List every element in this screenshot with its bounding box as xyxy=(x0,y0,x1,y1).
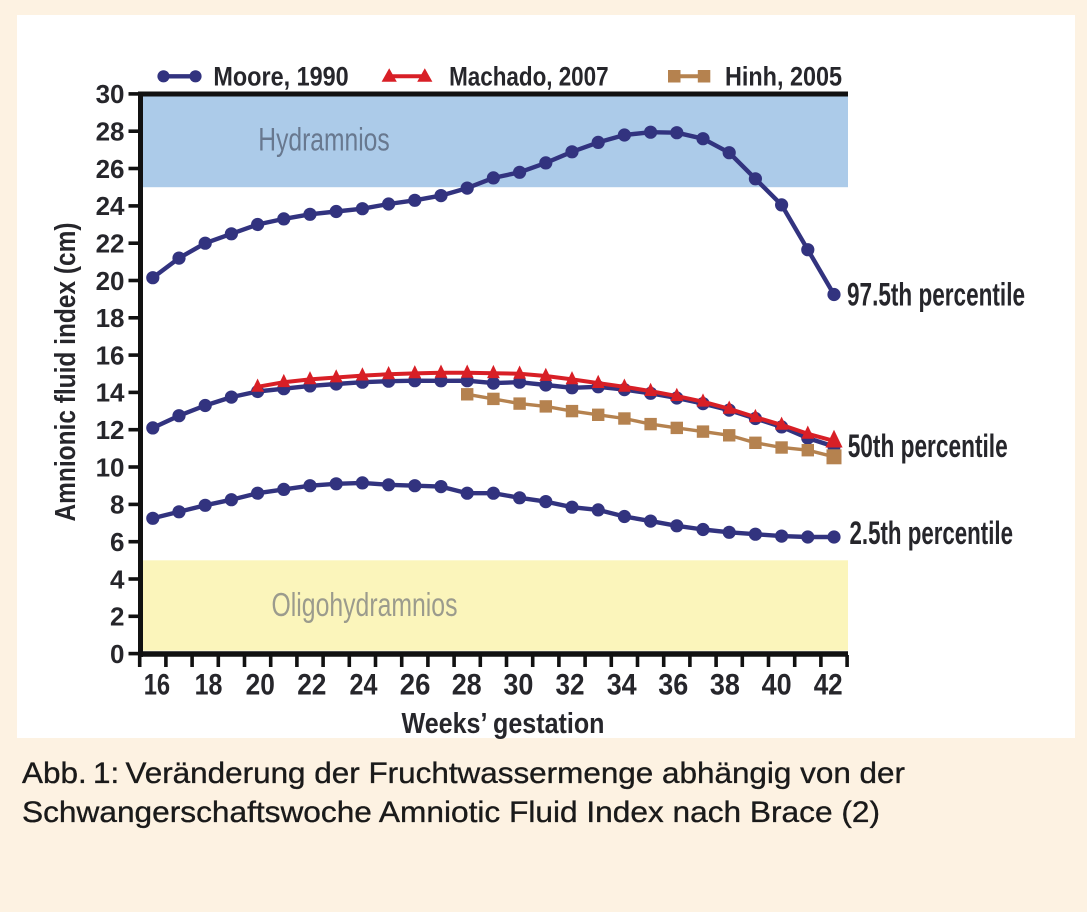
svg-text:12: 12 xyxy=(96,415,125,445)
svg-text:26: 26 xyxy=(96,154,125,184)
svg-text:42: 42 xyxy=(814,669,843,702)
svg-text:Weeks’ gestation: Weeks’ gestation xyxy=(402,708,605,740)
svg-text:4: 4 xyxy=(110,564,125,594)
svg-text:28: 28 xyxy=(96,117,125,147)
svg-text:22: 22 xyxy=(96,228,125,258)
svg-text:Oligohydramnios: Oligohydramnios xyxy=(272,586,458,623)
svg-text:36: 36 xyxy=(658,669,688,702)
svg-text:22: 22 xyxy=(297,669,326,702)
svg-text:18: 18 xyxy=(96,303,125,333)
svg-text:40: 40 xyxy=(762,669,792,702)
svg-text:26: 26 xyxy=(400,669,431,702)
svg-text:Machado, 2007: Machado, 2007 xyxy=(449,62,608,92)
svg-text:30: 30 xyxy=(96,79,125,109)
svg-text:Hydramnios: Hydramnios xyxy=(258,122,389,158)
svg-text:2: 2 xyxy=(110,602,124,632)
svg-text:97.5th percentile: 97.5th percentile xyxy=(847,276,1025,312)
svg-text:8: 8 xyxy=(110,490,124,520)
svg-text:10: 10 xyxy=(96,452,125,482)
svg-text:Amnionic fluid index (cm): Amnionic fluid index (cm) xyxy=(50,223,82,522)
svg-text:Hinh, 2005: Hinh, 2005 xyxy=(725,62,842,92)
svg-text:Abb. 1: Veränderung der Frucht: Abb. 1: Veränderung der Fruchtwassermeng… xyxy=(22,757,905,790)
svg-text:2.5th percentile: 2.5th percentile xyxy=(850,515,1014,551)
svg-text:20: 20 xyxy=(246,669,275,702)
svg-text:Moore, 1990: Moore, 1990 xyxy=(213,62,348,92)
svg-text:24: 24 xyxy=(350,669,378,702)
svg-text:24: 24 xyxy=(96,191,125,221)
svg-text:38: 38 xyxy=(710,669,740,702)
svg-text:28: 28 xyxy=(452,669,482,702)
svg-text:Schwangerschaftswoche Amniotic: Schwangerschaftswoche Amniotic Fluid Ind… xyxy=(22,796,880,829)
svg-text:50th percentile: 50th percentile xyxy=(848,428,1008,464)
svg-text:18: 18 xyxy=(195,669,223,702)
svg-text:16: 16 xyxy=(144,669,170,702)
svg-text:30: 30 xyxy=(503,669,533,702)
svg-text:14: 14 xyxy=(96,378,125,408)
svg-text:0: 0 xyxy=(110,639,124,669)
svg-text:6: 6 xyxy=(110,527,124,557)
svg-text:34: 34 xyxy=(607,669,637,702)
svg-text:32: 32 xyxy=(556,669,585,702)
svg-text:16: 16 xyxy=(96,340,125,370)
svg-text:20: 20 xyxy=(96,266,125,296)
